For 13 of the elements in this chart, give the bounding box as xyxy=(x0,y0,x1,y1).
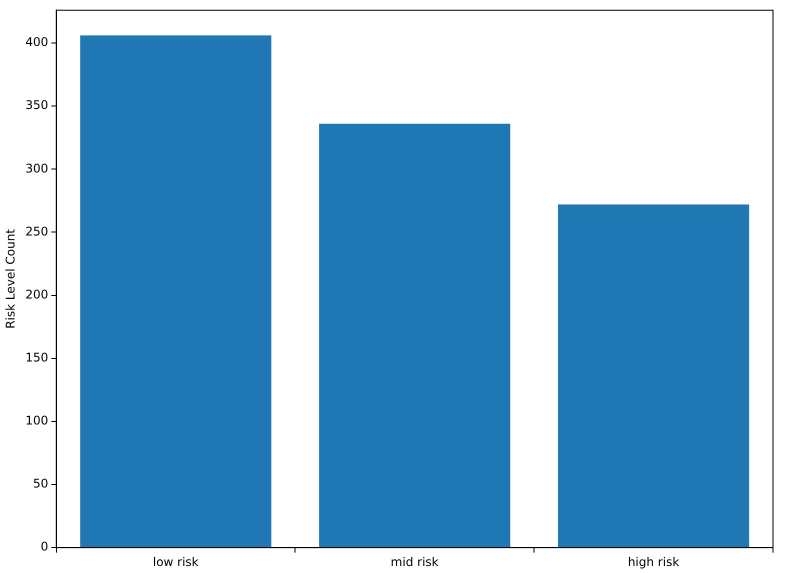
y-tick-label: 0 xyxy=(40,540,48,554)
x-tick-label: mid risk xyxy=(390,554,439,569)
x-tick-label: low risk xyxy=(152,554,199,569)
y-tick-label: 100 xyxy=(25,414,48,428)
y-tick-label: 350 xyxy=(25,98,48,112)
y-tick-label: 250 xyxy=(25,224,48,238)
y-tick-label: 300 xyxy=(25,161,48,176)
x-tick-label: high risk xyxy=(628,554,680,569)
y-tick-label: 50 xyxy=(33,476,48,491)
y-tick-label: 150 xyxy=(25,350,48,364)
y-axis-title: Risk Level Count xyxy=(3,228,18,329)
y-tick-label: 400 xyxy=(25,35,48,50)
y-tick-label: 200 xyxy=(25,287,48,302)
